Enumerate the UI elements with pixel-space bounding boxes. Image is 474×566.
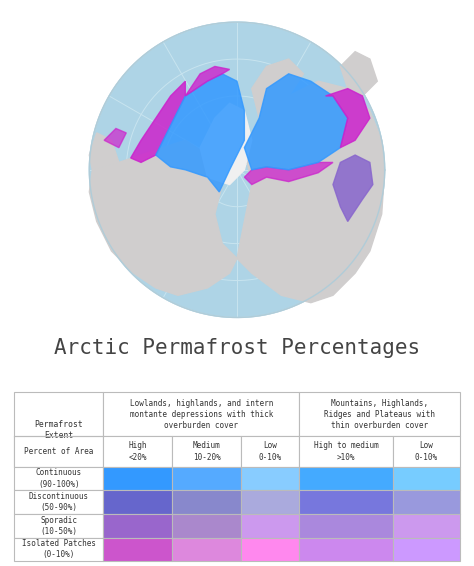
Bar (300, 467, 393, 490)
Polygon shape (252, 59, 303, 118)
Text: Lowlands, highlands, and intern
montante depressions with thick
overburden cover: Lowlands, highlands, and intern montante… (130, 399, 273, 430)
Bar (241, 467, 300, 490)
Polygon shape (104, 128, 126, 148)
Bar (14, 436, 103, 467)
Bar (173, 436, 241, 467)
Bar (14, 392, 103, 467)
Bar (103, 467, 173, 490)
Polygon shape (156, 74, 245, 192)
Text: Percent of Area: Percent of Area (24, 447, 93, 456)
Bar (241, 436, 300, 467)
Text: Low
0-10%: Low 0-10% (259, 441, 282, 462)
Text: Permafrost
Extent: Permafrost Extent (35, 419, 83, 440)
Bar (393, 490, 460, 514)
Text: High to medium
>10%: High to medium >10% (314, 441, 379, 462)
Polygon shape (326, 89, 370, 148)
Bar (393, 514, 460, 538)
Bar (300, 514, 393, 538)
Bar (103, 538, 173, 561)
Bar (241, 490, 300, 514)
Bar (14, 514, 103, 538)
Text: Isolated Patches
(0-10%): Isolated Patches (0-10%) (22, 539, 96, 559)
Text: Arctic Permafrost Percentages: Arctic Permafrost Percentages (54, 338, 420, 358)
Bar (173, 538, 241, 561)
Polygon shape (89, 140, 237, 295)
Bar (103, 490, 173, 514)
Polygon shape (131, 81, 185, 162)
Bar (173, 490, 241, 514)
Polygon shape (185, 66, 229, 96)
Polygon shape (237, 81, 385, 303)
Bar (300, 436, 393, 467)
Bar (103, 392, 300, 436)
Bar (14, 490, 103, 514)
Bar (393, 436, 460, 467)
Polygon shape (89, 133, 119, 170)
Polygon shape (340, 52, 377, 96)
Polygon shape (245, 74, 348, 170)
Polygon shape (200, 104, 252, 185)
Text: Mountains, Highlands,
Ridges and Plateaus with
thin overburden cover: Mountains, Highlands, Ridges and Plateau… (324, 399, 435, 430)
Text: Discontinuous
(50-90%): Discontinuous (50-90%) (29, 492, 89, 512)
Bar (14, 538, 103, 561)
Bar (393, 538, 460, 561)
Bar (393, 467, 460, 490)
Polygon shape (333, 155, 373, 221)
Polygon shape (90, 22, 385, 318)
Bar (300, 392, 460, 436)
Text: Sporadic
(10-50%): Sporadic (10-50%) (40, 516, 77, 536)
Bar (103, 436, 173, 467)
Bar (241, 514, 300, 538)
Text: Continuous
(90-100%): Continuous (90-100%) (36, 469, 82, 488)
Bar (173, 514, 241, 538)
Text: High
<20%: High <20% (128, 441, 147, 462)
Bar (300, 538, 393, 561)
Text: Low
0-10%: Low 0-10% (415, 441, 438, 462)
Polygon shape (245, 162, 333, 185)
Text: Medium
10-20%: Medium 10-20% (193, 441, 221, 462)
Bar (241, 538, 300, 561)
Bar (300, 490, 393, 514)
Bar (14, 467, 103, 490)
Bar (103, 514, 173, 538)
Bar (173, 467, 241, 490)
